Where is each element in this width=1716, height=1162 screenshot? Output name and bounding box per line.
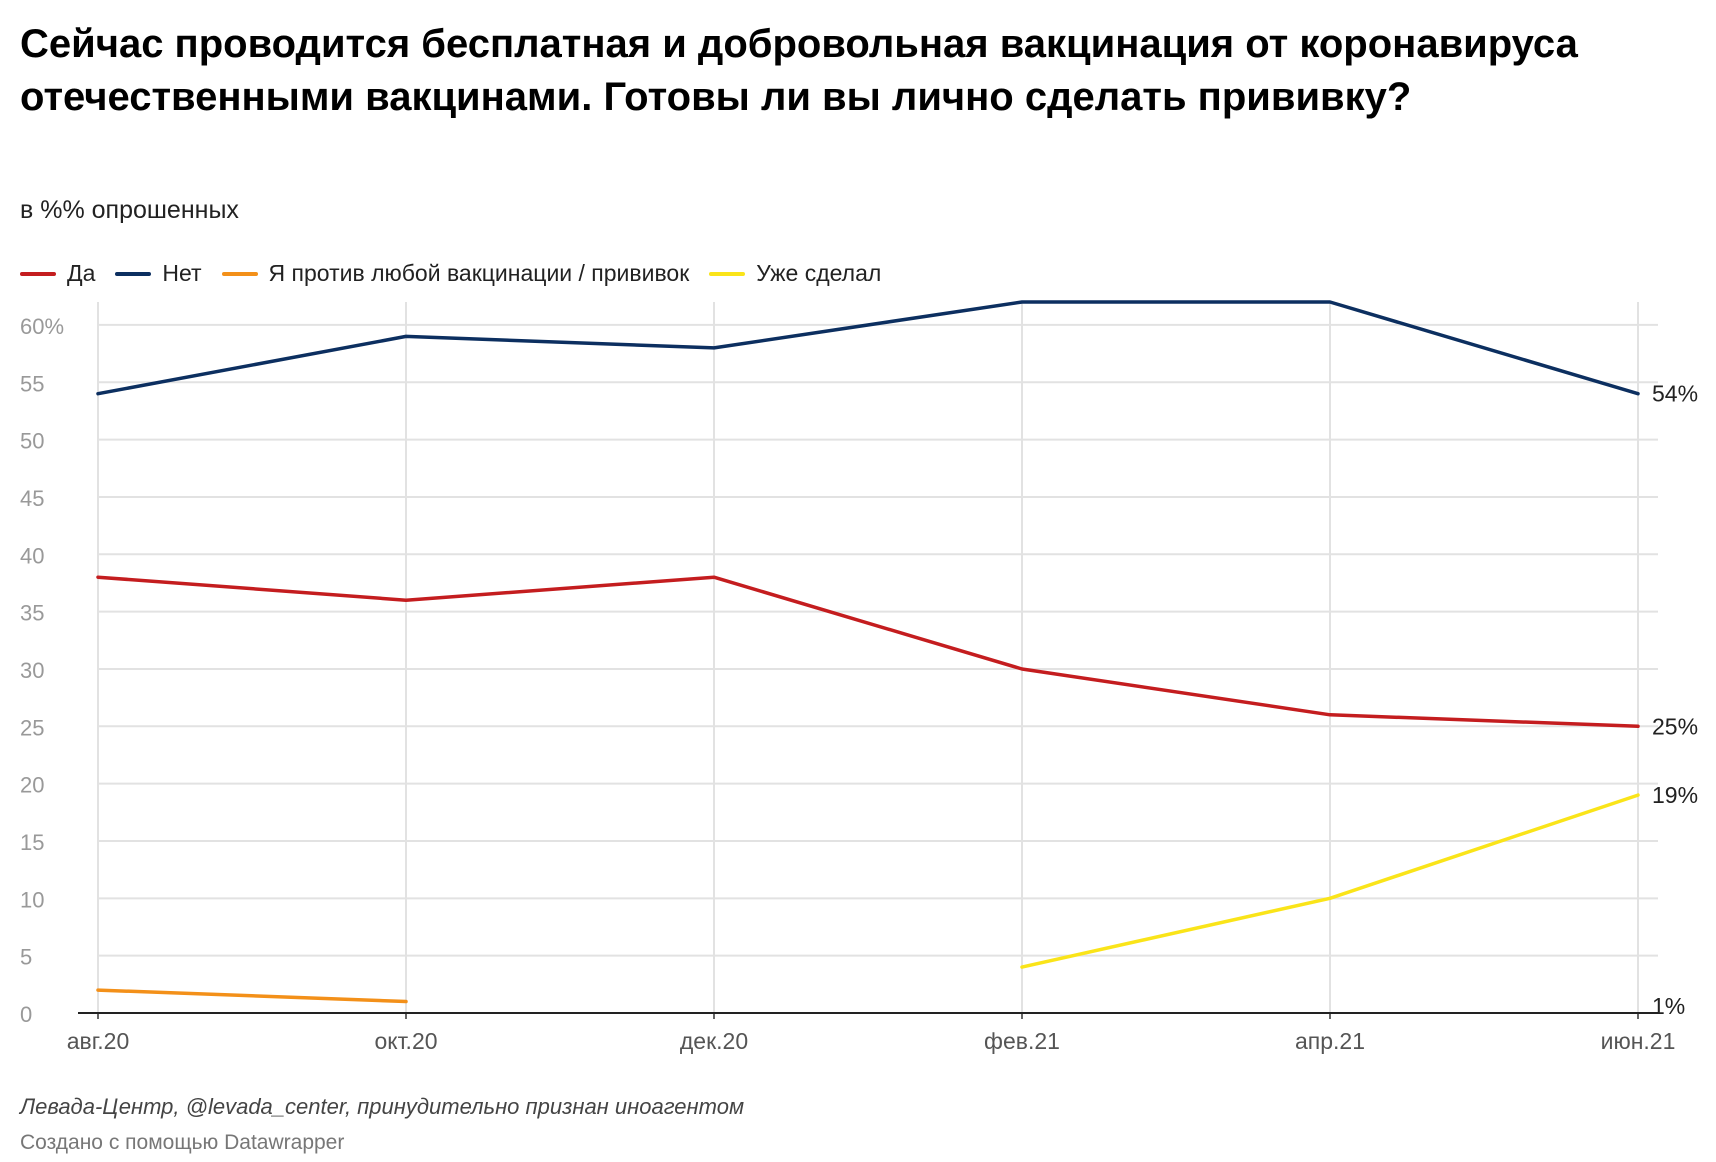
y-tick-label-55: 55 — [20, 371, 44, 396]
end-value-label-2: 19% — [1652, 782, 1698, 808]
chart-subtitle: в %% опрошенных — [20, 196, 239, 224]
legend: Да Нет Я против любой вакцинации / приви… — [20, 260, 901, 287]
legend-swatch-net — [115, 271, 152, 276]
y-tick-label-25: 25 — [20, 715, 44, 740]
y-tick-label-10: 10 — [20, 887, 44, 912]
chart-title: Сейчас проводится бесплатная и доброволь… — [20, 22, 1578, 119]
series-line-3 — [1020, 793, 1640, 969]
series-line-2 — [96, 988, 408, 1004]
series-line-0 — [96, 575, 1640, 729]
legend-swatch-done — [709, 271, 746, 276]
end-value-label-3: 1% — [1652, 993, 1685, 1019]
end-value-label-1: 25% — [1652, 713, 1698, 739]
credit-note: Создано с помощью Datawrapper — [20, 1131, 345, 1154]
y-tick-label-0: 0 — [20, 1002, 32, 1027]
legend-item-net: Нет — [115, 260, 202, 287]
x-tick-label-3: фев.21 — [984, 1028, 1060, 1054]
line-chart: 0 5 10 15 20 25 30 35 40 45 50 55 60% авг.20 окт.20 дек… — [20, 300, 1698, 1054]
y-tick-label-30: 30 — [20, 658, 44, 683]
legend-item-da: Да — [20, 260, 95, 287]
x-tick-label-1: окт.20 — [374, 1028, 437, 1054]
x-tick-label-5: июн.21 — [1601, 1028, 1676, 1054]
y-tick-label-40: 40 — [20, 543, 44, 568]
y-tick-label-35: 35 — [20, 601, 44, 626]
legend-item-against: Я против любой вакцинации / прививок — [221, 260, 690, 287]
legend-item-done: Уже сделал — [709, 260, 881, 287]
legend-label-against: Я против любой вакцинации / прививок — [268, 260, 690, 286]
series-line-1 — [96, 300, 1640, 396]
source-note: Левада-Центр, @levada_center, принудител… — [20, 1094, 745, 1119]
x-tick-label-2: дек.20 — [680, 1028, 748, 1054]
y-tick-label-20: 20 — [20, 773, 44, 798]
y-tick-label-15: 15 — [20, 830, 44, 855]
legend-label-net: Нет — [162, 260, 202, 286]
legend-label-da: Да — [67, 260, 96, 286]
legend-label-done: Уже сделал — [756, 260, 882, 286]
end-value-label-0: 54% — [1652, 381, 1698, 407]
x-tick-label-4: апр.21 — [1295, 1028, 1365, 1054]
y-tick-label-5: 5 — [20, 945, 32, 970]
y-tick-label-60: 60% — [20, 314, 64, 339]
legend-swatch-da — [20, 271, 56, 276]
y-tick-label-45: 45 — [20, 486, 44, 511]
y-tick-label-50: 50 — [20, 429, 44, 454]
x-tick-label-0: авг.20 — [67, 1028, 130, 1054]
legend-swatch-against — [221, 271, 258, 276]
